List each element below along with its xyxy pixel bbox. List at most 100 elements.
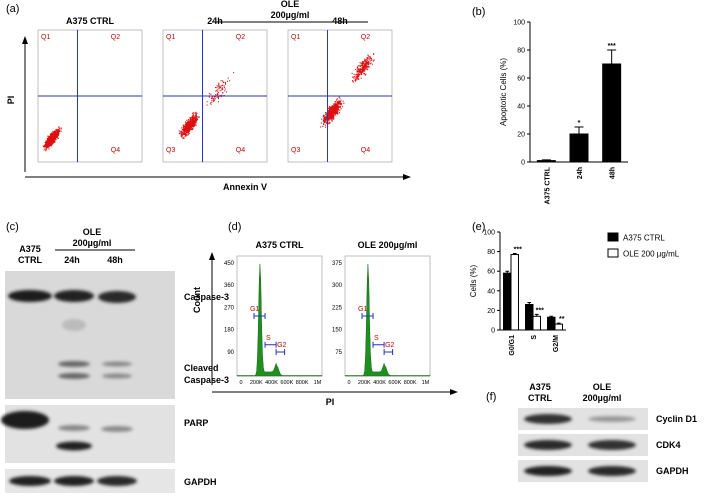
dot <box>361 67 363 69</box>
bar <box>569 133 589 163</box>
dot <box>192 118 194 120</box>
dot <box>218 85 220 87</box>
plot-title: A375 CTRL <box>66 16 115 26</box>
dot <box>325 116 327 118</box>
dot <box>223 85 225 87</box>
significance: ** <box>559 316 565 323</box>
error-bar <box>527 302 532 305</box>
dot <box>331 114 333 116</box>
y-tick-label: 90 <box>227 350 234 356</box>
x-tick-label: 200K <box>250 380 263 386</box>
lane-label: CTRL <box>18 255 42 265</box>
dot <box>178 133 180 135</box>
dot <box>342 106 344 108</box>
dot <box>60 128 62 130</box>
dot <box>190 118 192 120</box>
dot <box>336 109 338 111</box>
dot <box>220 96 222 98</box>
dot <box>50 133 52 135</box>
error-bar <box>534 313 539 317</box>
x-tick-label: 600K <box>280 380 293 386</box>
dot <box>368 66 370 68</box>
dot <box>191 120 193 122</box>
dot <box>357 71 359 73</box>
dot <box>336 98 338 100</box>
bar <box>536 160 556 163</box>
significance: *** <box>536 307 544 314</box>
dot <box>57 133 59 135</box>
dot <box>370 59 372 61</box>
dot <box>185 130 187 132</box>
dot <box>361 71 363 73</box>
dot <box>44 146 46 148</box>
dot <box>185 124 187 126</box>
dot <box>45 145 47 147</box>
group-label: OLE <box>281 0 300 9</box>
dot <box>52 136 54 138</box>
dot <box>335 109 337 111</box>
dot <box>323 119 325 121</box>
dot <box>190 120 192 122</box>
dot <box>183 127 185 129</box>
dot <box>45 150 47 152</box>
dot <box>333 112 335 114</box>
dot <box>186 134 188 136</box>
dot <box>187 129 189 131</box>
dot <box>355 76 357 78</box>
dot <box>216 94 218 96</box>
dot <box>43 147 45 149</box>
dot <box>367 61 369 63</box>
dot <box>188 123 190 125</box>
dot <box>193 116 195 118</box>
dot <box>366 61 368 63</box>
dot <box>56 130 58 132</box>
dot <box>44 144 46 146</box>
dot <box>215 94 217 96</box>
dot <box>365 65 367 67</box>
dot <box>218 87 220 89</box>
dot <box>336 103 338 105</box>
dot <box>337 101 339 103</box>
dot <box>51 140 53 142</box>
dot <box>58 128 60 130</box>
dot <box>365 64 367 66</box>
dot <box>365 62 367 64</box>
dot <box>188 125 190 127</box>
dot <box>181 132 183 134</box>
dot <box>183 133 185 135</box>
error-bar <box>512 253 517 255</box>
y-tick-label: 300 <box>332 283 343 289</box>
dot <box>332 106 334 108</box>
dot <box>337 104 339 106</box>
dot <box>191 119 193 121</box>
dot <box>323 121 325 123</box>
bar <box>547 316 556 331</box>
dot <box>190 125 192 127</box>
dot <box>50 135 52 137</box>
dot <box>220 80 222 82</box>
dot <box>210 103 212 105</box>
dot <box>373 53 375 55</box>
dot <box>211 96 213 98</box>
dot <box>332 107 334 109</box>
dot <box>58 126 60 128</box>
dot <box>368 63 370 65</box>
dot <box>333 116 335 118</box>
blot-label: GAPDH <box>184 477 217 487</box>
histogram <box>344 263 431 377</box>
dot <box>50 142 52 144</box>
dot <box>222 88 224 90</box>
dot <box>185 128 187 130</box>
dot <box>181 135 183 137</box>
dot <box>334 102 336 104</box>
dot <box>337 101 339 103</box>
dot <box>333 110 335 112</box>
dot <box>45 147 47 149</box>
dot <box>213 96 215 98</box>
dot <box>362 68 364 70</box>
dot <box>323 124 325 126</box>
dot <box>195 117 197 119</box>
dot <box>355 74 357 76</box>
dot <box>221 89 223 91</box>
dot <box>46 145 48 147</box>
